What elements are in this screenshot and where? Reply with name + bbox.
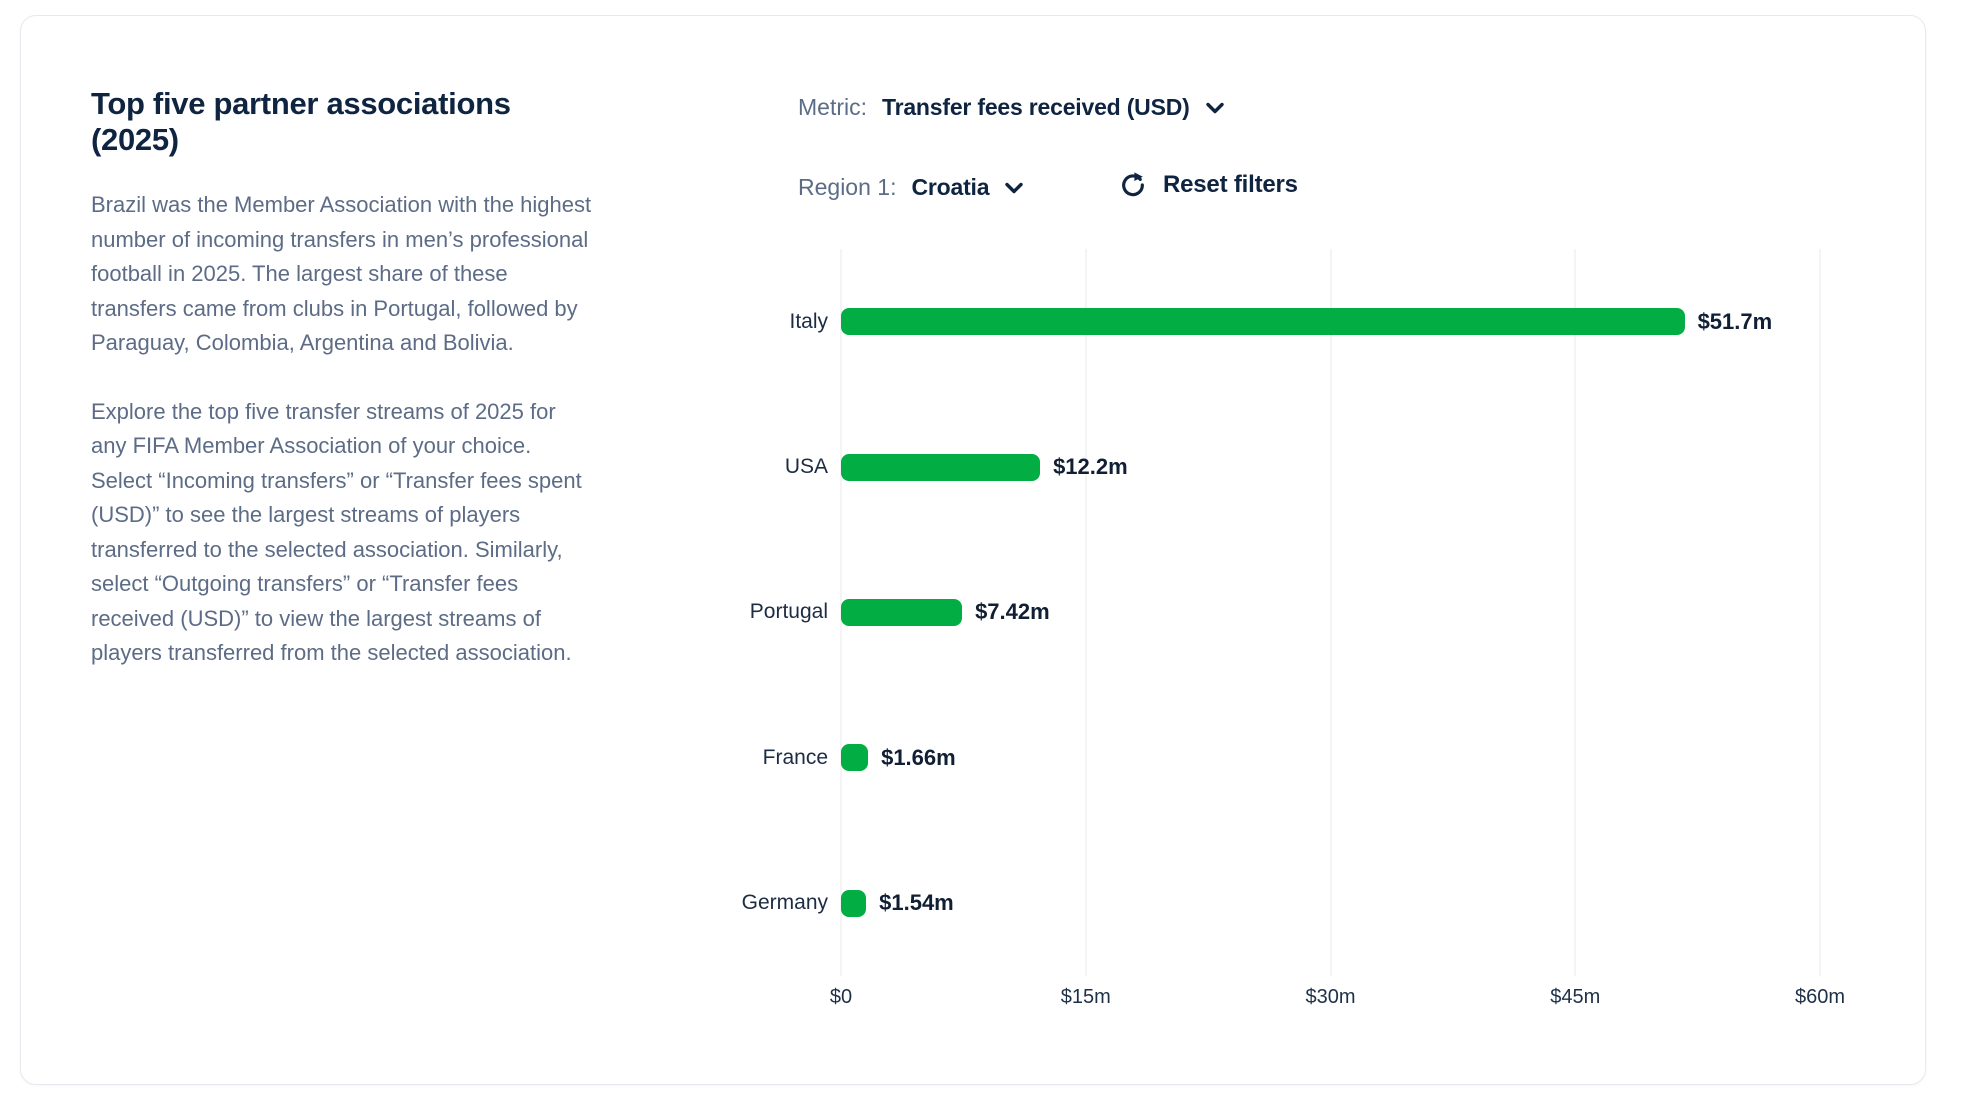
description-text: Brazil was the Member Association with t… <box>91 188 596 671</box>
x-tick-label: $30m <box>1305 986 1356 1008</box>
bar-value-label: $1.66m <box>881 744 956 770</box>
reset-filters-label: Reset filters <box>1163 171 1298 198</box>
metric-selected-value: Transfer fees received (USD) <box>882 94 1190 120</box>
gridline <box>1819 249 1821 976</box>
region-dropdown[interactable]: Croatia <box>911 174 1026 201</box>
metric-dropdown[interactable]: Transfer fees received (USD) <box>882 94 1227 121</box>
bar-row: $12.2m <box>841 394 1820 539</box>
bar-portugal[interactable] <box>841 598 963 626</box>
description-paragraph-1: Brazil was the Member Association with t… <box>91 192 592 355</box>
x-axis: $0 $15m $30m $45m $60m <box>830 986 1845 1022</box>
category-axis: Italy USA Portugal France Germany <box>676 249 841 976</box>
bar-usa[interactable] <box>841 453 1041 481</box>
bar-france[interactable] <box>841 744 869 772</box>
x-tick-label: $45m <box>1550 986 1601 1008</box>
bar-value-label: $7.42m <box>975 599 1050 625</box>
gridline <box>1574 249 1576 976</box>
gridline <box>1085 249 1087 976</box>
plot-area: $51.7m $12.2m $7.42m $1.66m $1.54m <box>840 249 1821 976</box>
category-label: USA <box>784 455 828 479</box>
bar-row: $51.7m <box>841 249 1820 394</box>
bar-italy[interactable] <box>841 308 1685 336</box>
bar-germany[interactable] <box>841 889 867 917</box>
bar-row: $1.66m <box>841 685 1820 830</box>
bar-value-label: $12.2m <box>1053 454 1128 480</box>
description-panel: Top five partner associations (2025) Bra… <box>91 86 596 705</box>
dashboard-card: Top five partner associations (2025) Bra… <box>20 15 1926 1085</box>
x-tick-label: $0 <box>829 986 853 1008</box>
page-title: Top five partner associations (2025) <box>91 86 511 157</box>
chevron-down-icon <box>1005 182 1024 193</box>
category-label: Italy <box>789 309 828 333</box>
bars: $51.7m $12.2m $7.42m $1.66m $1.54m <box>841 249 1820 976</box>
region-selected-value: Croatia <box>911 174 990 200</box>
bar-value-label: $51.7m <box>1697 308 1773 334</box>
chevron-down-icon <box>1205 102 1224 113</box>
bar-row: $1.54m <box>841 831 1820 976</box>
bar-value-label: $1.54m <box>879 890 954 916</box>
description-paragraph-2: Explore the top five transfer streams of… <box>91 398 582 666</box>
category-label: Portugal <box>749 600 828 624</box>
refresh-icon <box>1122 172 1144 197</box>
bar-chart: Italy USA Portugal France Germany $51.7m $12.… <box>676 249 1845 1022</box>
metric-label: Metric: <box>798 94 867 120</box>
gridline <box>1330 249 1331 976</box>
x-tick-label: $15m <box>1060 986 1111 1008</box>
category-label: France <box>762 745 828 769</box>
region-label: Region 1: <box>798 174 897 200</box>
reset-filters-button[interactable]: Reset filters <box>1119 171 1298 199</box>
metric-control-row: Metric: Transfer fees received (USD) <box>798 94 1227 121</box>
category-label: Germany <box>741 891 828 915</box>
bar-row: $7.42m <box>841 540 1820 685</box>
x-tick-label: $60m <box>1794 986 1846 1008</box>
region-control-row: Region 1: Croatia <box>798 174 1026 201</box>
